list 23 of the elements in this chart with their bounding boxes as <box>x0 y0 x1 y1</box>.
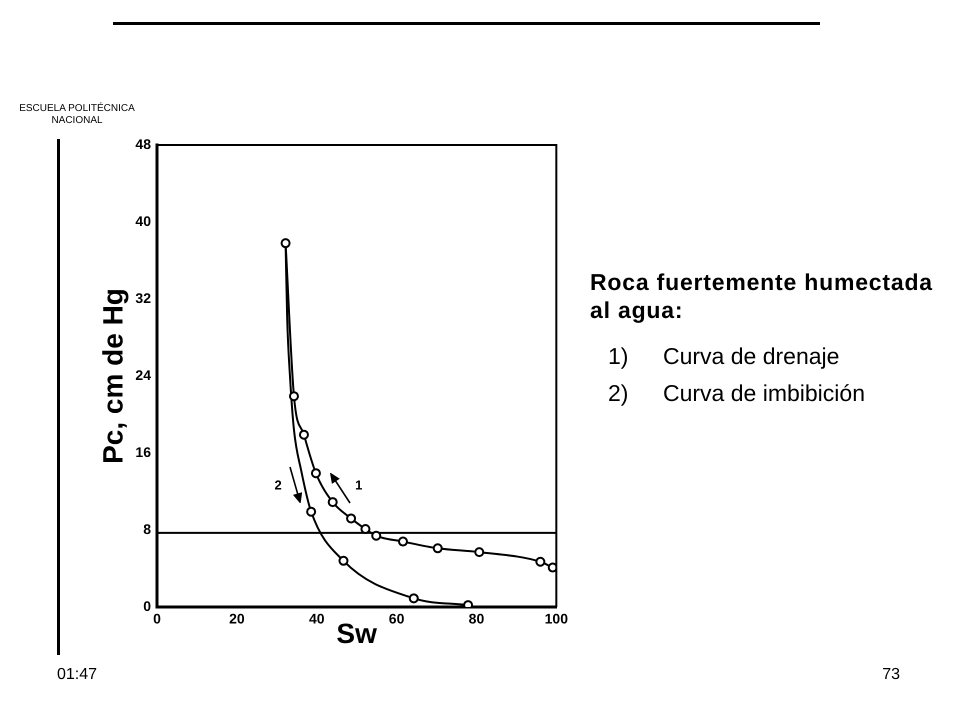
x-tick-label: 60 <box>388 610 405 626</box>
legend-label: 1 <box>355 478 362 493</box>
y-tick-label: 24 <box>135 366 152 383</box>
x-axis-title: Sw <box>336 618 378 649</box>
y-tick-label: 40 <box>135 212 152 229</box>
y-axis-title: Pc, cm de Hg <box>98 288 129 464</box>
series-label: 2 <box>274 477 282 492</box>
x-tick-label: 100 <box>544 610 568 626</box>
y-tick-label: 16 <box>135 444 152 460</box>
text: 73 <box>882 666 900 684</box>
y-tick-label: 0 <box>143 598 152 614</box>
y-tick-label: 8 <box>143 520 152 537</box>
x-tick-label: 80 <box>468 610 484 626</box>
text: ESCUELA POLITÉCNICA NACIONAL <box>18 103 136 127</box>
text: 01:47 <box>57 666 98 684</box>
text: Roca fuertemente humectada al agua: <box>590 268 934 324</box>
text: 1) Curva de drenaje <box>608 343 840 369</box>
x-tick-label: 20 <box>229 610 245 626</box>
x-tick-label: 40 <box>308 610 325 626</box>
y-tick-label: 48 <box>135 136 152 152</box>
text: 2) Curva de imbibición <box>608 380 865 406</box>
y-tick-label: 32 <box>135 290 152 306</box>
x-tick-label: 0 <box>153 610 162 626</box>
